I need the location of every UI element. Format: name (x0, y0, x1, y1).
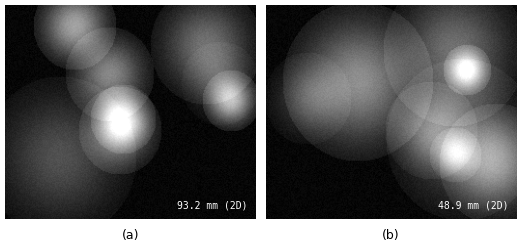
Text: 48.9 mm (2D): 48.9 mm (2D) (438, 201, 508, 211)
Text: (a): (a) (121, 229, 139, 242)
Text: (b): (b) (382, 229, 400, 242)
Text: 93.2 mm (2D): 93.2 mm (2D) (177, 201, 248, 211)
